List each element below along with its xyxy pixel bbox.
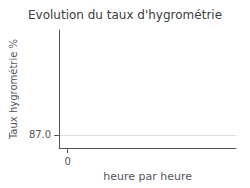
svg-text:Taux hygrométrie %: Taux hygrométrie % [8,39,19,140]
svg-text:heure par heure: heure par heure [103,170,192,183]
svg-text:Evolution du taux d'hygrométri: Evolution du taux d'hygrométrie [28,8,222,22]
svg-text:87.0: 87.0 [29,129,51,140]
svg-text:0: 0 [64,156,70,167]
